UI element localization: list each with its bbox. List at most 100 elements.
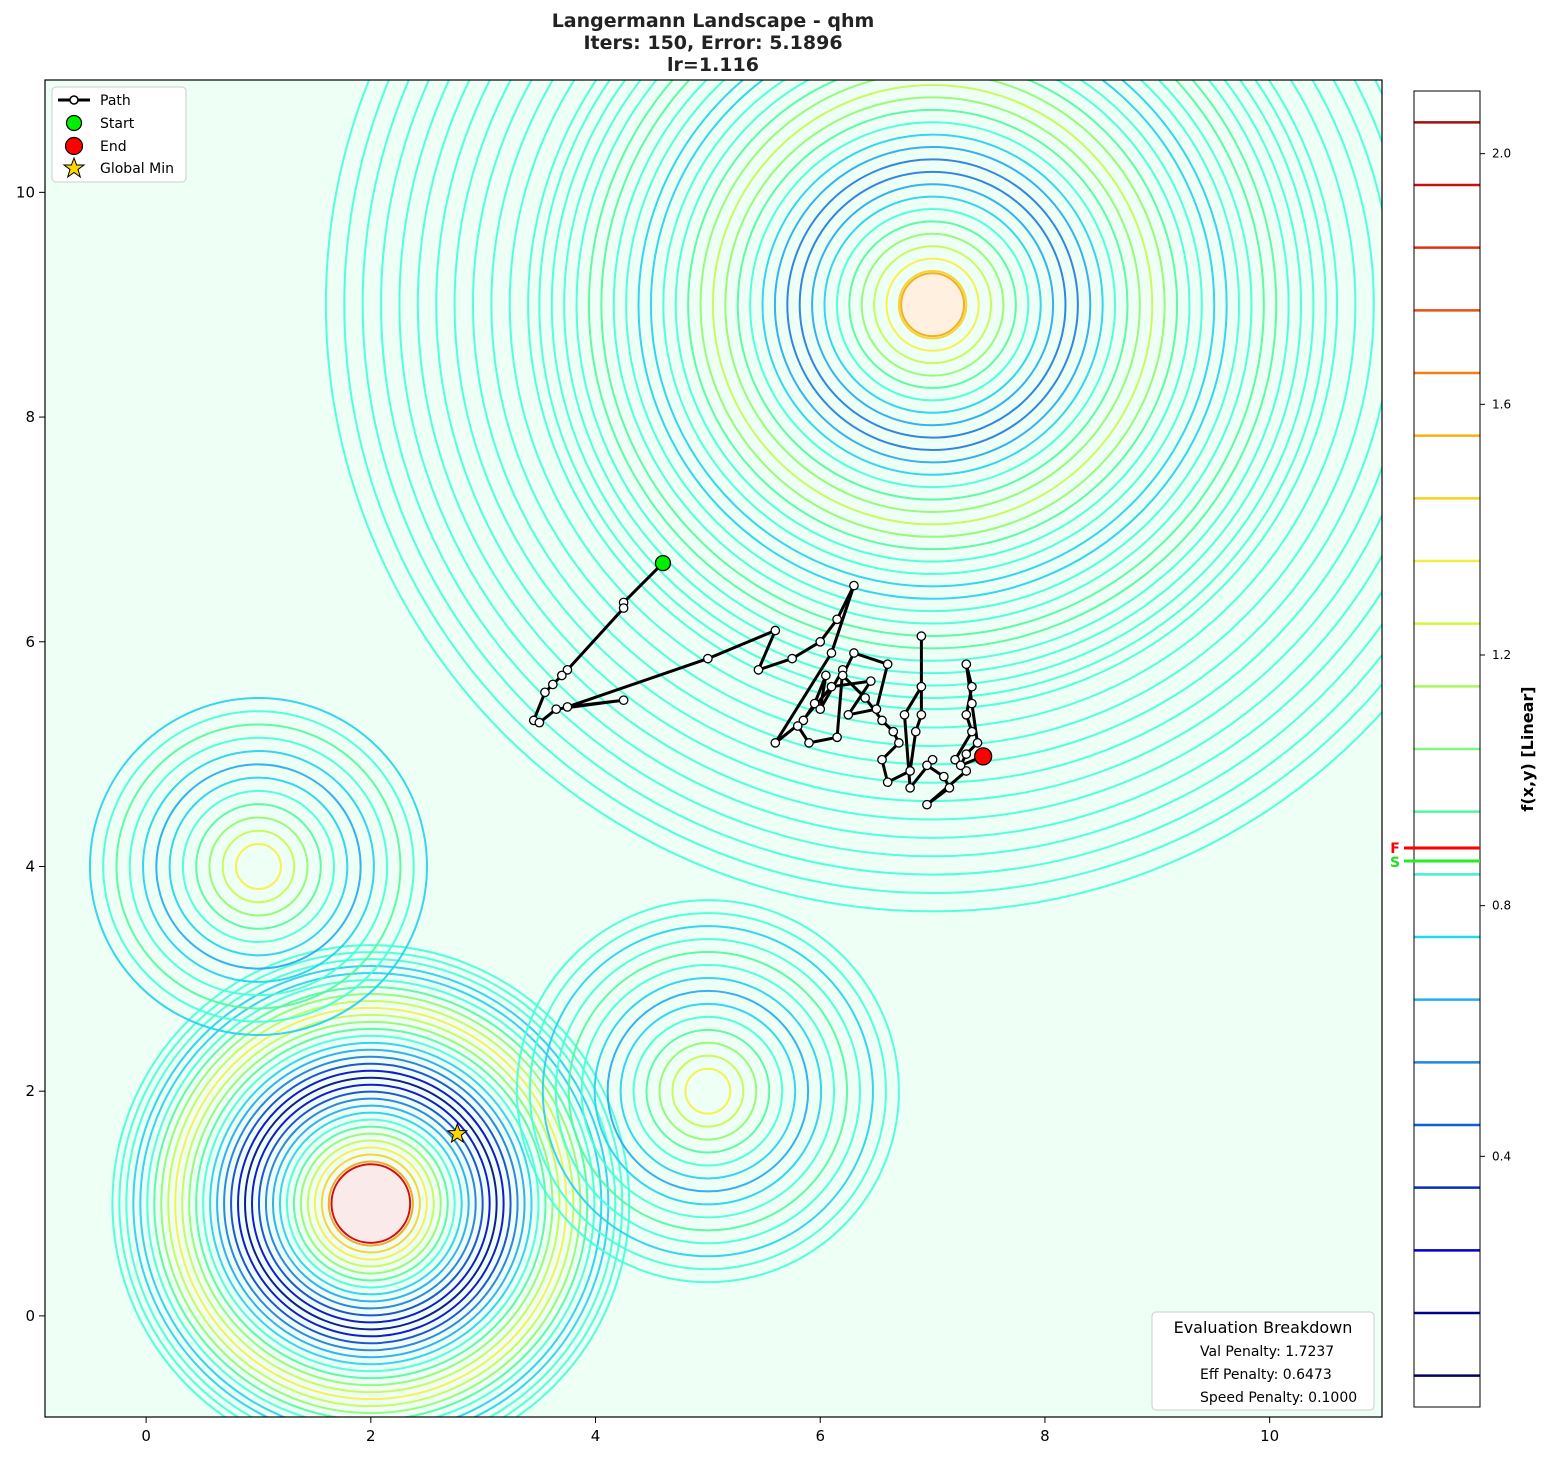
path-point [961,709,972,720]
peak-center [330,1163,412,1244]
path-point [562,702,573,712]
x-tick-label: 0 [141,1427,151,1445]
path-point [955,760,966,771]
end-dot-icon [64,136,84,156]
contour-ring [235,843,282,890]
contour-ring [453,80,1382,784]
speed-penalty: Speed Penalty: 0.1000 [1200,1390,1357,1406]
contour-ring [606,989,810,1193]
start-point [654,554,672,572]
contour-ring [325,80,1382,913]
contour-ring [619,1002,797,1180]
contour-ring [885,257,980,352]
path-point [540,687,550,698]
path-point [916,681,927,692]
contour-ring [257,1090,484,1317]
contour-ring [102,710,415,1023]
contour-ring [662,80,1203,575]
contour-ring [320,1153,421,1254]
path-point [860,693,871,703]
path-point [916,709,927,720]
contour-ring [168,776,349,957]
path-point [967,681,977,692]
contour-ring [237,1069,505,1338]
path-line-icon [58,95,90,105]
contour-ring [699,80,1166,538]
path-point [787,653,797,664]
path-point [618,695,629,706]
val-penalty: Val Penalty: 1.7237 [1200,1344,1334,1360]
contour-ring [216,1048,526,1359]
path-point [888,726,899,737]
contour-ring [567,951,849,1232]
contour-ring [554,938,861,1245]
path-point [905,766,915,776]
x-axis: 0 2 4 6 8 10 [141,1417,1279,1445]
contour-ring [658,1041,758,1141]
contour-ring [195,1027,547,1380]
contour-ring [625,80,1240,613]
contour-ring [208,816,309,917]
path-point [753,665,764,675]
path-point [922,760,932,771]
start-dot-icon [65,114,83,132]
contour-ring [860,232,1005,377]
path-point [961,749,972,759]
colorbar-frame [1413,90,1481,1408]
contour-ring [416,80,1382,821]
contour-ring [761,133,1104,476]
path-point [547,679,558,690]
contour-ring [115,723,402,1010]
legend-box [51,86,187,183]
contour-ring [563,80,1302,675]
legend-label-start: Start [100,116,135,132]
contour-ring [202,1034,540,1373]
x-tick-label: 4 [591,1427,601,1445]
optimizer-path [446,554,993,1144]
contour-ring [174,1006,568,1401]
y-axis: 0 2 4 6 8 10 [16,183,45,1325]
contour-ring [873,245,993,365]
path-point [950,754,960,765]
contour-ring [181,789,336,944]
path-point [967,726,977,737]
contour-ring [811,183,1055,427]
contour-ring [897,270,968,340]
contour-ring [527,80,1338,711]
contour-ring [88,696,428,1036]
contour-ring [146,979,596,1417]
y-tick-label: 2 [25,1082,35,1100]
contour-ring [271,1104,470,1303]
contour-ring [142,750,375,983]
path-point [792,721,803,731]
contour-ring [645,1028,771,1154]
contour-ring [398,80,1382,839]
path-point [562,665,573,675]
legend-label-end: End [100,139,127,155]
contour-ring [736,108,1129,501]
path-point [899,709,910,720]
evaluation-title: Evaluation Breakdown [1174,1318,1353,1337]
path-point [534,717,545,728]
colorbar-marker-s: S [1390,855,1400,871]
chart-title-line-3: lr=1.116 [667,54,759,76]
y-tick-label: 4 [25,857,35,875]
contour-ring [687,80,1178,551]
x-tick-label: 10 [1260,1427,1279,1445]
path-point [556,670,567,681]
contour-ring [264,1097,477,1310]
contour-ring [278,1111,463,1296]
path-point [865,676,876,686]
legend: Path Start End Global Min [51,86,187,183]
x-tick-label: 6 [815,1427,825,1445]
path-point [843,709,854,720]
path-point [938,771,949,782]
colorbar-ticks: 0.4 0.8 1.2 1.6 2.0 [1480,147,1511,1163]
path-point [826,648,837,658]
contour-ring [550,80,1315,687]
global-min-star [446,1122,469,1144]
y-tick-label: 0 [25,1307,35,1325]
plot-area: 0 2 4 6 8 10 0 2 4 6 8 10 [16,79,1383,1445]
contour-ring [786,158,1079,451]
